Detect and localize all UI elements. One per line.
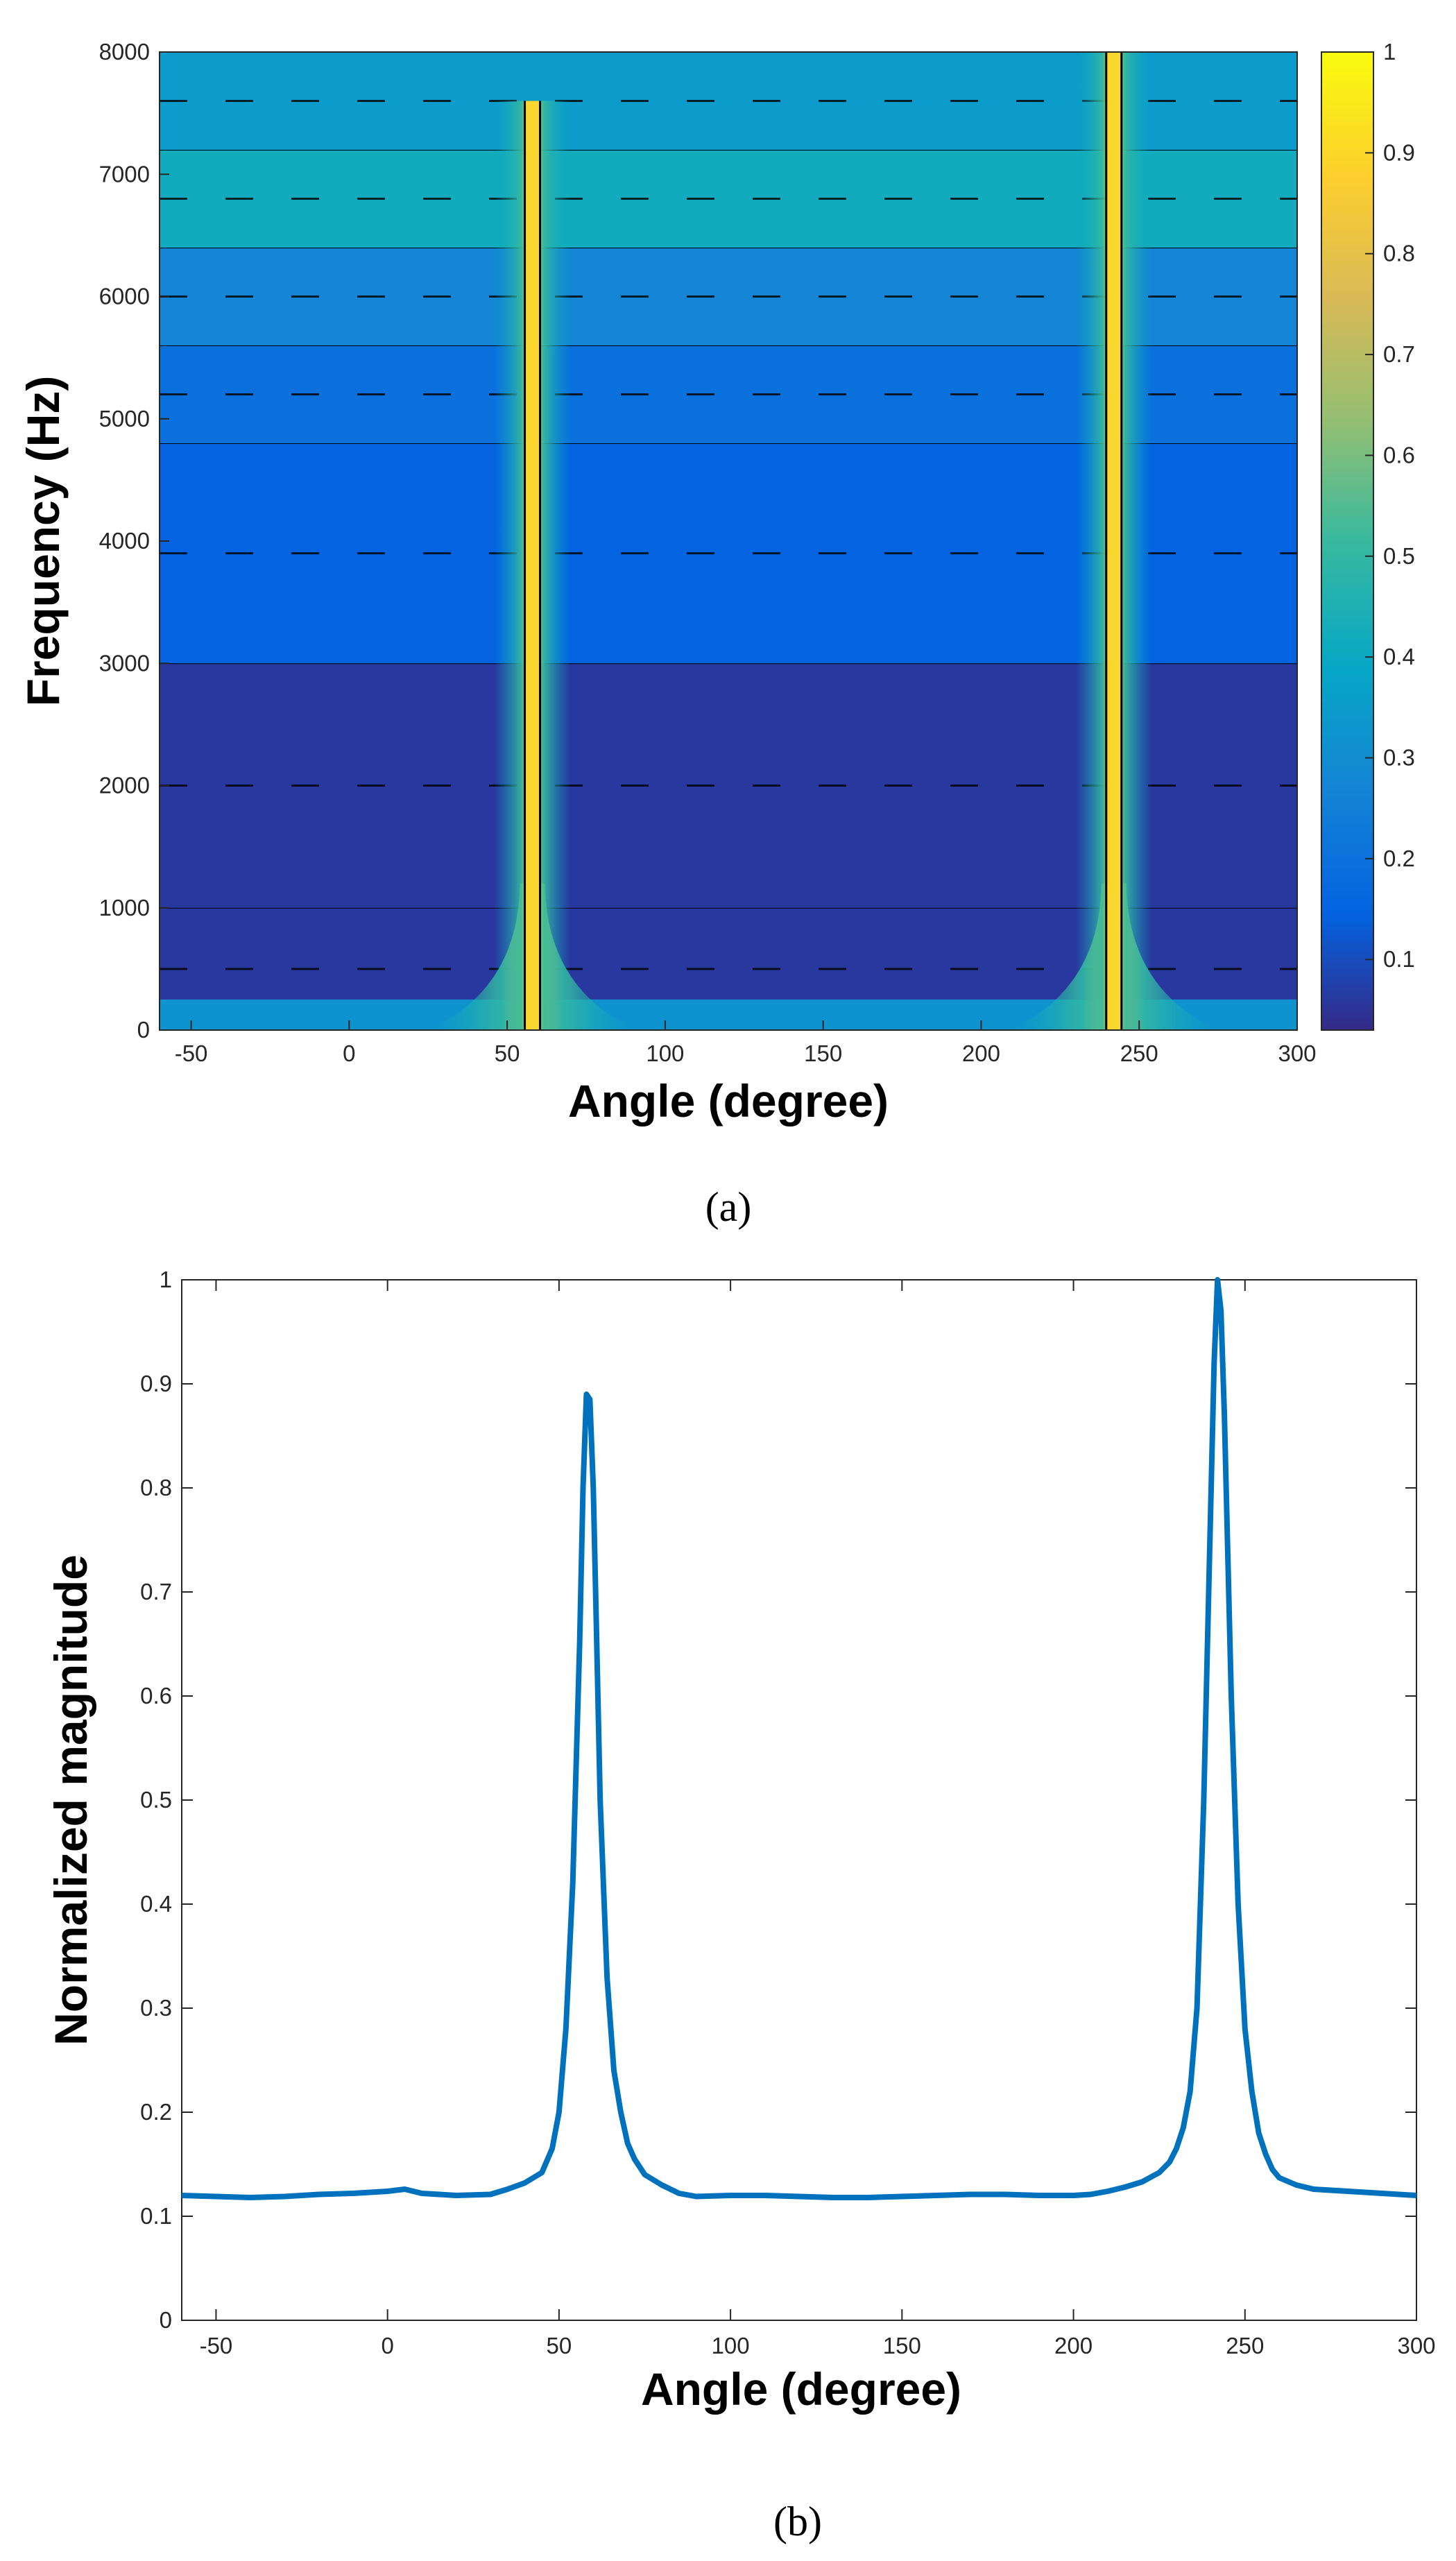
x-tick-label: 200 <box>962 1040 1000 1066</box>
x-tick-label: 150 <box>804 1040 842 1066</box>
contour-y-label: Frequency (Hz) <box>17 376 69 707</box>
contour-panel: -50 0 50 100 150 200 250 300 0 1000 2000 3000 4000 5… <box>17 39 1415 1230</box>
x-tick-label: 200 <box>1054 2333 1093 2358</box>
y-tick-label: 0.2 <box>140 2099 172 2125</box>
caption-a: (a) <box>705 1184 752 1230</box>
contour-x-ticks: -50 0 50 100 150 200 250 300 <box>175 1020 1317 1066</box>
colorbar-tick-label: 0.2 <box>1383 846 1415 871</box>
x-tick-label: 100 <box>646 1040 684 1066</box>
y-tick-label: 7000 <box>99 161 150 187</box>
x-tick-label: 0 <box>381 2333 393 2358</box>
y-tick-label: 0.1 <box>140 2203 172 2229</box>
colorbar-tick-label: 0.5 <box>1383 543 1415 569</box>
source-ridge <box>1106 52 1121 1030</box>
line-y-label: Normalized magnitude <box>45 1554 96 2046</box>
x-tick-label: 50 <box>495 1040 520 1066</box>
y-tick-label: 0.8 <box>140 1475 172 1500</box>
y-tick-label: 0.4 <box>140 1891 172 1917</box>
contour-plot-area <box>160 52 1297 1030</box>
y-tick-label: 0.7 <box>140 1579 172 1604</box>
line-y-ticks: 0 0.1 0.2 0.3 0.4 0.5 0.6 0.7 0.8 0.9 1 <box>140 1267 1416 2333</box>
y-tick-label: 8000 <box>99 39 150 65</box>
line-panel: -50 0 50 100 150 200 250 300 0 0.1 0.2 0.3 0.4 0.5 0.… <box>45 1267 1436 2544</box>
colorbar-tick-label: 0.9 <box>1383 139 1415 165</box>
x-tick-label: 250 <box>1120 1040 1158 1066</box>
x-tick-label: 50 <box>547 2333 572 2358</box>
x-tick-label: 300 <box>1278 1040 1316 1066</box>
y-tick-label: 3000 <box>99 650 150 676</box>
caption-b: (b) <box>773 2499 822 2544</box>
line-series <box>181 1277 1417 2200</box>
x-tick-label: -50 <box>200 2333 233 2358</box>
y-tick-label: 0 <box>137 1017 150 1043</box>
line-x-ticks: -50 0 50 100 150 200 250 300 <box>200 1280 1436 2358</box>
colorbar-tick-label: 0.7 <box>1383 341 1415 367</box>
contour-y-ticks: 0 1000 2000 3000 4000 5000 6000 7000 8000 <box>99 39 169 1043</box>
colorbar-tick-label: 0.4 <box>1383 644 1415 669</box>
contour-x-label: Angle (degree) <box>568 1075 889 1127</box>
y-tick-label: 0.6 <box>140 1683 172 1708</box>
y-tick-label: 4000 <box>99 528 150 554</box>
y-tick-label: 6000 <box>99 284 150 309</box>
colorbar-ticks: 0.1 0.2 0.3 0.4 0.5 0.6 0.7 0.8 0.9 1 <box>1365 39 1415 972</box>
x-tick-label: 300 <box>1397 2333 1435 2358</box>
colorbar-frame <box>1321 51 1374 1031</box>
y-tick-label: 0.3 <box>140 1995 172 2021</box>
x-tick-label: 100 <box>712 2333 750 2358</box>
line-x-label: Angle (degree) <box>641 2363 961 2415</box>
colorbar <box>1321 52 1373 1030</box>
x-tick-label: 0 <box>343 1040 355 1066</box>
x-tick-label: -50 <box>175 1040 208 1066</box>
y-tick-label: 0.9 <box>140 1371 172 1396</box>
y-tick-label: 1 <box>160 1267 172 1292</box>
x-tick-label: 250 <box>1226 2333 1264 2358</box>
colorbar-tick-label: 0.1 <box>1383 946 1415 972</box>
colorbar-tick-label: 1 <box>1383 39 1396 65</box>
y-tick-label: 0.5 <box>140 1787 172 1813</box>
y-tick-label: 2000 <box>99 773 150 798</box>
source-ridge <box>525 101 540 1030</box>
y-tick-label: 0 <box>160 2307 172 2333</box>
y-tick-label: 1000 <box>99 895 150 920</box>
y-tick-label: 5000 <box>99 406 150 431</box>
colorbar-tick-label: 0.6 <box>1383 442 1415 468</box>
colorbar-tick-label: 0.3 <box>1383 745 1415 771</box>
colorbar-tick-label: 0.8 <box>1383 241 1415 266</box>
line-plot-frame <box>181 1279 1417 2321</box>
x-tick-label: 150 <box>883 2333 921 2358</box>
